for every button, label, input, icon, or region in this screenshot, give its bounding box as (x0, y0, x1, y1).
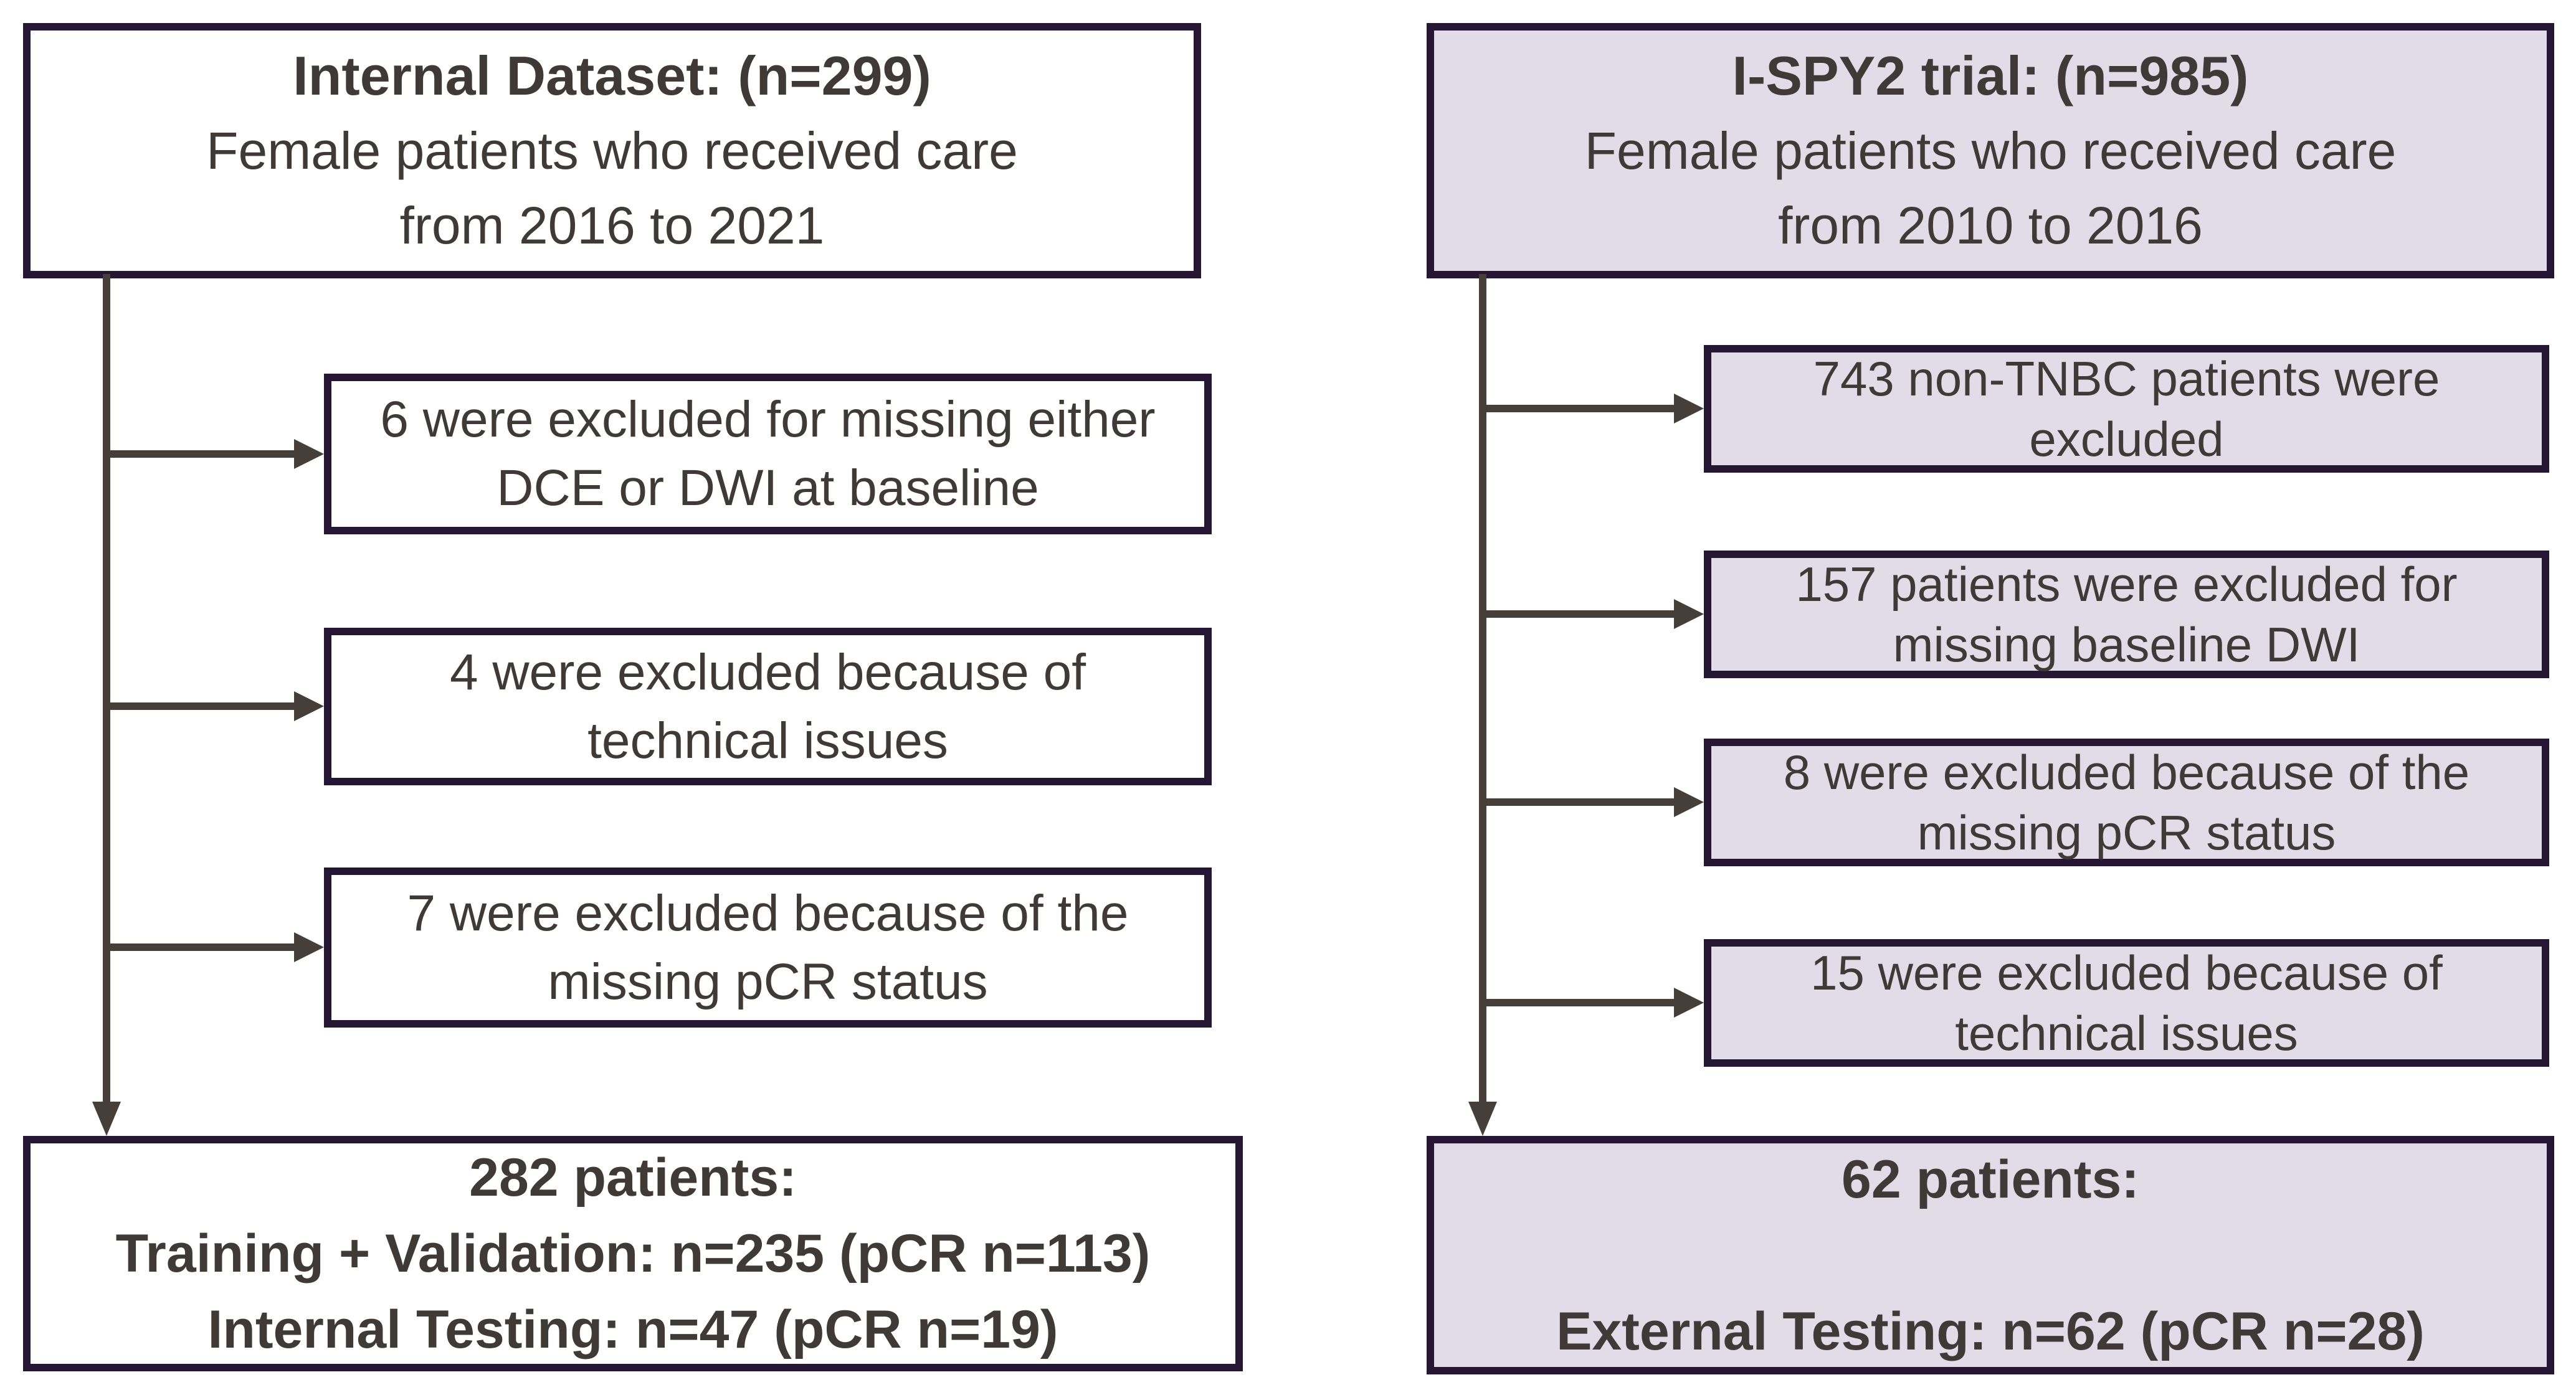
left-exclusion-box-1: 6 were excluded for missing either DCE o… (324, 374, 1212, 534)
left-branch-line-1 (107, 450, 294, 458)
right-branch-line-3 (1483, 798, 1674, 806)
internal-dataset-title: Internal Dataset: (n=299) (293, 45, 931, 106)
internal-dataset-header-box: Internal Dataset: (n=299) Female patient… (23, 23, 1201, 278)
right-branch-line-2 (1483, 610, 1674, 618)
right-exclusion-box-2: 157 patients were excluded for missing b… (1704, 551, 2549, 678)
exclusion-text: DCE or DWI at baseline (497, 460, 1039, 516)
exclusion-text: 15 were excluded because of (1810, 945, 2443, 1000)
ispy2-header-box: I-SPY2 trial: (n=985) Female patients wh… (1427, 23, 2554, 278)
right-flow-vertical-line (1479, 274, 1486, 1102)
right-branch-arrowhead-4 (1674, 988, 1704, 1018)
right-exclusion-box-1: 743 non-TNBC patients were excluded (1704, 345, 2549, 473)
exclusion-text: technical issues (1955, 1005, 2298, 1061)
external-result-box: 62 patients: External Testing: n=62 (pCR… (1427, 1136, 2554, 1374)
exclusion-text: 7 were excluded because of the (407, 884, 1129, 942)
right-branch-line-4 (1483, 999, 1674, 1006)
exclusion-text: 8 were excluded because of the (1783, 744, 2470, 800)
left-branch-line-2 (107, 702, 294, 710)
ispy2-title: I-SPY2 trial: (n=985) (1732, 45, 2249, 106)
internal-result-count: 282 patients: (469, 1148, 797, 1208)
ispy2-years: from 2010 to 2016 (1778, 196, 2203, 255)
left-exclusion-box-2: 4 were excluded because of technical iss… (324, 628, 1212, 785)
external-result-spacer (1983, 1217, 1998, 1293)
right-branch-arrowhead-3 (1674, 787, 1704, 817)
external-result-testing: External Testing: n=62 (pCR n=28) (1556, 1301, 2425, 1361)
right-exclusion-box-4: 15 were excluded because of technical is… (1704, 939, 2549, 1067)
left-flow-vertical-line (103, 274, 110, 1102)
right-exclusion-box-3: 8 were excluded because of the missing p… (1704, 739, 2549, 866)
left-branch-arrowhead-2 (294, 691, 324, 721)
ispy2-subtitle: Female patients who received care (1584, 121, 2397, 180)
left-branch-arrowhead-1 (294, 439, 324, 469)
exclusion-text: missing pCR status (1917, 805, 2336, 860)
left-branch-line-3 (107, 943, 294, 951)
right-branch-arrowhead-1 (1674, 394, 1704, 423)
right-branch-line-1 (1483, 405, 1674, 412)
internal-dataset-subtitle: Female patients who received care (206, 121, 1018, 180)
exclusion-text: 157 patients were excluded for (1795, 556, 2458, 612)
exclusion-text: excluded (2029, 411, 2224, 466)
exclusion-text: missing pCR status (548, 953, 988, 1010)
exclusion-text: technical issues (587, 712, 948, 769)
exclusion-text: 4 were excluded because of (449, 643, 1086, 701)
internal-result-testing: Internal Testing: n=47 (pCR n=19) (207, 1300, 1058, 1359)
internal-result-box: 282 patients: Training + Validation: n=2… (23, 1136, 1243, 1371)
right-branch-arrowhead-2 (1674, 599, 1704, 629)
right-flow-down-arrowhead (1468, 1102, 1497, 1136)
left-flow-down-arrowhead (92, 1102, 121, 1136)
exclusion-text: 743 non-TNBC patients were (1813, 351, 2440, 406)
left-branch-arrowhead-3 (294, 932, 324, 962)
internal-result-split: Training + Validation: n=235 (pCR n=113) (115, 1224, 1151, 1284)
internal-dataset-years: from 2016 to 2021 (399, 196, 825, 255)
external-result-count: 62 patients: (1842, 1149, 2139, 1209)
left-exclusion-box-3: 7 were excluded because of the missing p… (324, 868, 1212, 1028)
exclusion-text: missing baseline DWI (1893, 617, 2360, 672)
exclusion-text: 6 were excluded for missing either (380, 391, 1156, 448)
